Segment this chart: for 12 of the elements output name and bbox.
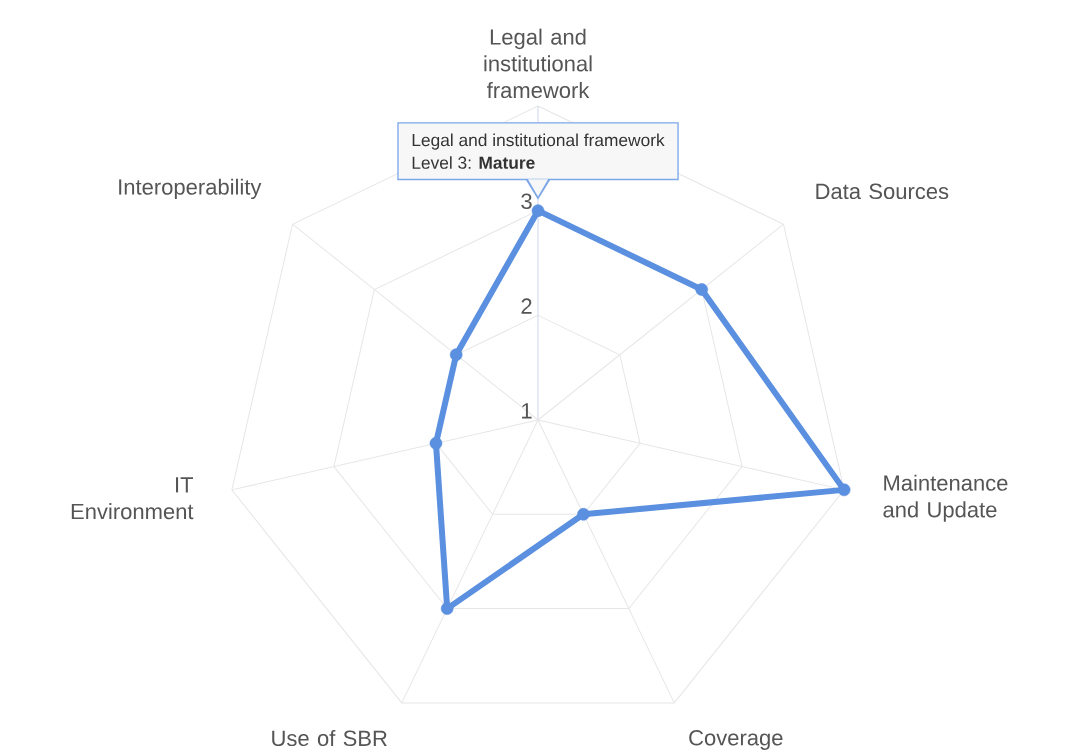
spoke-label: Interoperability — [119, 178, 262, 200]
spoke-label: IT Environment — [71, 477, 194, 520]
text: Legal and institutional framework — [412, 133, 665, 150]
spoke-label: Legal and institutional framework — [484, 28, 592, 99]
spoke-label: Maintenance and Update — [883, 474, 1008, 522]
y-tick-label: 3 — [521, 193, 532, 210]
text: Level 3: Mature — [412, 156, 535, 169]
y-tick-label: 1 — [522, 403, 532, 419]
y-tick-label: 2 — [521, 298, 532, 314]
spoke-label: Data Sources — [816, 183, 949, 200]
spoke-label: Use of SBR — [272, 729, 387, 747]
spoke-label: Coverage — [689, 729, 783, 750]
